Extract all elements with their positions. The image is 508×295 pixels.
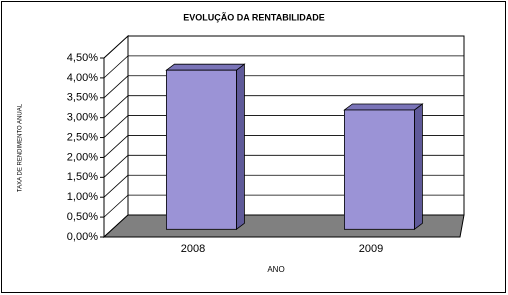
y-tick-label: 1,50%	[67, 171, 98, 183]
bar-top	[343, 103, 424, 111]
bar-top	[165, 63, 246, 71]
x-tick-label: 2009	[359, 243, 383, 255]
bar	[165, 69, 237, 230]
bar	[343, 109, 415, 230]
grid-line	[103, 194, 129, 218]
grid-line	[103, 174, 129, 198]
bar-side	[235, 63, 245, 231]
side-wall	[103, 34, 129, 239]
bar-side	[413, 103, 423, 231]
y-tick-label: 2,50%	[67, 131, 98, 143]
grid-line	[103, 75, 129, 99]
chart-title: EVOLUÇÃO DA RENTABILIDADE	[183, 12, 325, 22]
y-tick-label: 1,00%	[67, 191, 98, 203]
grid-line	[103, 55, 129, 79]
y-tick-label: 3,00%	[67, 112, 98, 124]
grid-line	[103, 155, 129, 178]
x-axis-label: ANO	[267, 265, 284, 274]
y-tick-label: 4,00%	[67, 72, 98, 84]
y-tick-label: 0,00%	[67, 231, 98, 243]
x-tick-label: 2008	[181, 243, 205, 255]
grid-line	[103, 95, 129, 118]
y-tick-label: 2,00%	[67, 151, 98, 163]
grid-line	[103, 135, 129, 158]
y-tick-label: 3,50%	[67, 92, 98, 104]
y-axis-label: TAXA DE RENDIMENTO ANUAL	[18, 103, 24, 192]
y-tick-label: 4,50%	[67, 52, 98, 64]
grid-line	[103, 35, 129, 59]
grid-line	[103, 115, 129, 138]
y-tick-label: 0,50%	[67, 211, 98, 223]
